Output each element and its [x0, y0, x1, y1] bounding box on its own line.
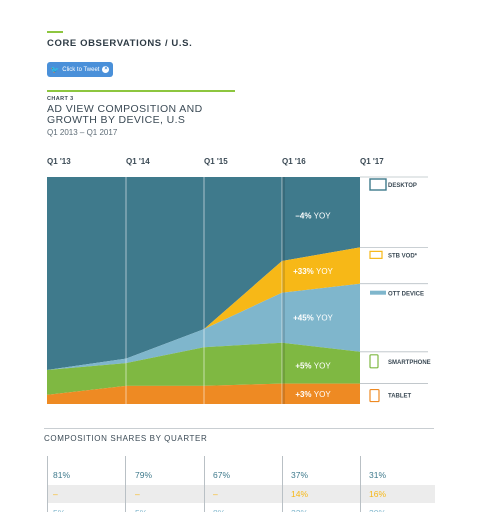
shares-cell: 67% — [213, 470, 231, 480]
x-tick-label: Q1 '15 — [204, 157, 228, 166]
close-circle-icon: × — [102, 66, 110, 73]
shares-title: COMPOSITION SHARES BY QUARTER — [44, 434, 208, 443]
chart-subtitle: Q1 2013 – Q1 2017 — [47, 128, 118, 137]
x-tick-label: Q1 '14 — [126, 157, 150, 166]
area-chart: Q1 '13 Q1 '14 Q1 '15 Q1 '16 Q1 '17 +3% YOY +5%… — [47, 157, 431, 404]
legend-label: OTT DEVICE — [388, 292, 424, 298]
shares-row: – – – 14% 16% — [47, 485, 435, 503]
x-tick-label: Q1 '17 — [360, 157, 384, 166]
q16-shadow — [282, 177, 285, 404]
yoy-label: +5% YOY — [295, 361, 331, 370]
chart-title: AD VIEW COMPOSITION AND GROWTH BY DEVICE… — [47, 103, 203, 126]
section-accent-bar — [47, 31, 63, 33]
shares-column-line — [125, 456, 126, 512]
shares-cell: 31% — [369, 470, 387, 480]
yoy-label: +45% YOY — [293, 314, 333, 323]
shares-cell: 16% — [369, 489, 387, 499]
shares-column-line — [282, 456, 283, 512]
twitter-bird-icon: 🐦 — [50, 66, 60, 74]
shares-row: 81% 79% 67% 37% 31% — [47, 466, 435, 484]
shares-column-line — [204, 456, 205, 512]
shares-divider — [44, 428, 434, 429]
shares-cell: 30% — [369, 508, 386, 512]
shares-cell: – — [53, 489, 58, 499]
tweet-button-label: Click to Tweet — [62, 66, 100, 73]
shares-row: 5% 5% 8% 22% 30% — [47, 504, 435, 512]
shares-cell: 5% — [53, 508, 65, 512]
shares-cell: – — [213, 489, 218, 499]
x-tick-label: Q1 '16 — [282, 157, 306, 166]
shares-cell: – — [135, 489, 140, 499]
shares-cell: 37% — [291, 470, 309, 480]
shares-cell: 79% — [135, 470, 153, 480]
legend-label: SMARTPHONE — [388, 360, 431, 366]
stb-vod-icon — [369, 250, 383, 259]
ott-device-icon — [370, 290, 386, 295]
legend-label: DESKTOP — [388, 183, 417, 189]
shares-cell: 22% — [291, 508, 308, 512]
click-to-tweet-button[interactable]: 🐦 Click to Tweet × — [47, 62, 113, 77]
shares-cell: 8% — [213, 508, 225, 512]
chart-accent-bar — [47, 90, 235, 92]
yoy-label: +3% YOY — [295, 390, 331, 399]
desktop-icon — [369, 178, 387, 191]
chart-number: CHART 3 — [47, 96, 74, 102]
shares-column-line — [47, 456, 48, 512]
section-label: CORE OBSERVATIONS / U.S. — [47, 38, 193, 49]
shares-cell: 14% — [291, 489, 309, 499]
legend-label: STB VOD* — [388, 253, 418, 259]
yoy-label: –4% YOY — [295, 212, 331, 221]
smartphone-icon — [369, 354, 379, 369]
shares-column-line — [360, 456, 361, 512]
yoy-label: +33% YOY — [293, 267, 333, 276]
shares-cell: 5% — [135, 508, 147, 512]
shares-table: 81% 79% 67% 37% 31% – – – 14% 16% 5% 5% 8% 22% 30% — [47, 456, 435, 512]
tablet-icon — [369, 388, 380, 403]
x-tick-label: Q1 '13 — [47, 157, 71, 166]
shares-cell: 81% — [53, 470, 71, 480]
legend-label: TABLET — [388, 394, 412, 400]
